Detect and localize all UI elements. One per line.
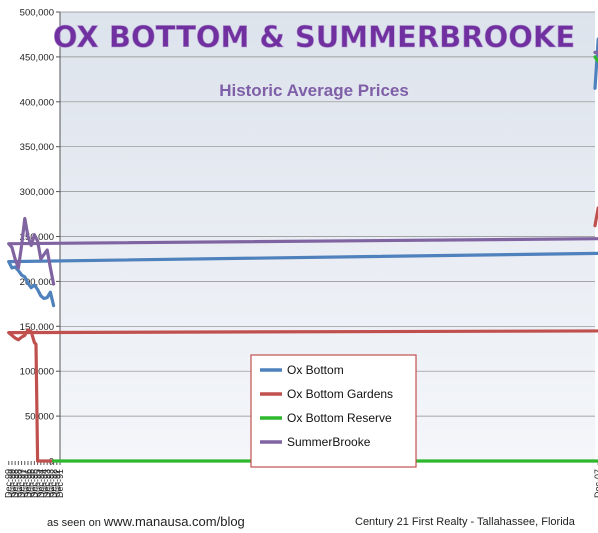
x-tick-label: Dec-98	[10, 469, 20, 498]
footer-right: Century 21 First Realty - Tallahassee, F…	[355, 516, 575, 528]
chart-title: OX BOTTOM & SUMMERBROOKE	[53, 20, 575, 54]
legend-label: Ox Bottom Gardens	[287, 387, 393, 401]
x-tick-label: Jun-96	[26, 469, 36, 497]
x-tick-label: Dec-07	[593, 469, 598, 498]
series-lines	[7, 37, 598, 463]
x-tick-label: Jun-98	[13, 469, 23, 497]
legend-box	[250, 354, 417, 468]
series-line-1	[7, 206, 598, 463]
y-axis: 050,000100,000150,000200,000250,000300,0…	[20, 8, 61, 468]
footer-left: as seen on www.manausa.com/blog	[47, 514, 245, 529]
x-tick-label: Dec-95	[29, 469, 39, 498]
chart-subtitle: Historic Average Prices	[219, 81, 409, 100]
series-line-0	[7, 37, 598, 308]
footer-link[interactable]: www.manausa.com/blog	[103, 514, 245, 529]
x-tick-label: Dec-93	[42, 469, 52, 498]
y-tick-label: 350,000	[20, 142, 54, 153]
y-tick-label: 500,000	[20, 8, 54, 19]
x-tick-label: Dec-97	[17, 469, 27, 498]
x-tick-label: Jun-92	[52, 469, 62, 497]
legend-label: Ox Bottom Reserve	[287, 411, 392, 425]
x-tick-label: Dec-94	[36, 469, 46, 498]
legend: Ox Bottom Ox Bottom Gardens Ox Bottom Rese…	[250, 354, 417, 468]
y-tick-label: 450,000	[20, 52, 54, 63]
x-tick-label: Dec-96	[23, 469, 33, 498]
y-tick-label: 200,000	[20, 277, 54, 288]
series-line-3	[7, 50, 598, 286]
legend-label: Ox Bottom	[287, 363, 344, 377]
x-tick-label: Dec-91	[55, 469, 65, 498]
legend-label: SummerBrooke	[287, 435, 371, 449]
x-tick-label: Jun-99	[7, 469, 17, 497]
y-tick-label: 150,000	[20, 322, 54, 333]
x-tick-label: Jun-94	[39, 469, 49, 497]
x-tick-label: Dec-92	[49, 469, 59, 498]
y-tick-label: 300,000	[20, 187, 54, 198]
y-tick-label: 50,000	[25, 412, 54, 423]
x-tick-label: Jun-95	[33, 469, 43, 497]
y-tick-label: 400,000	[20, 97, 54, 108]
footer-prefix: as seen on	[47, 517, 101, 529]
x-tick-label: Dec-99	[4, 469, 14, 498]
x-tick-label: Jun-93	[45, 469, 55, 497]
x-tick-label: Jun-97	[20, 469, 30, 497]
x-tick-label: Jun-07	[596, 469, 598, 497]
